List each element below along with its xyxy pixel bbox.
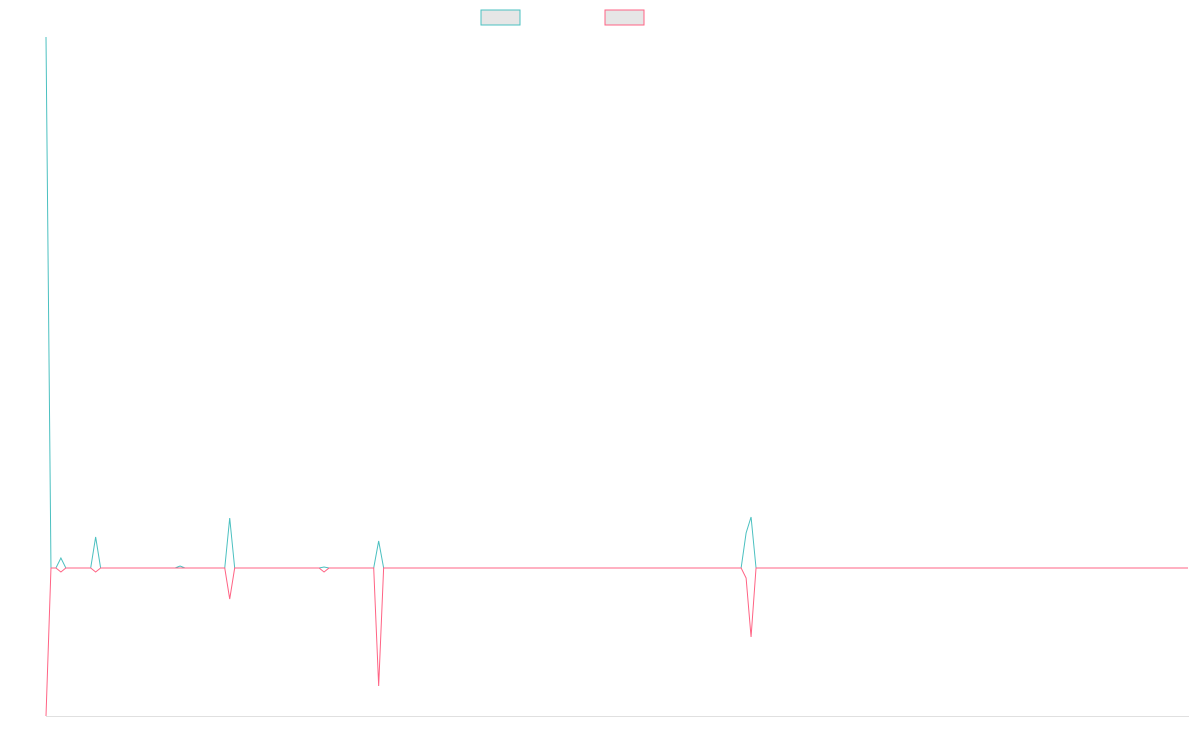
series-line — [45, 567, 1188, 717]
legend-swatch — [604, 9, 645, 26]
series-line — [45, 36, 1188, 569]
legend-swatch — [480, 9, 521, 26]
